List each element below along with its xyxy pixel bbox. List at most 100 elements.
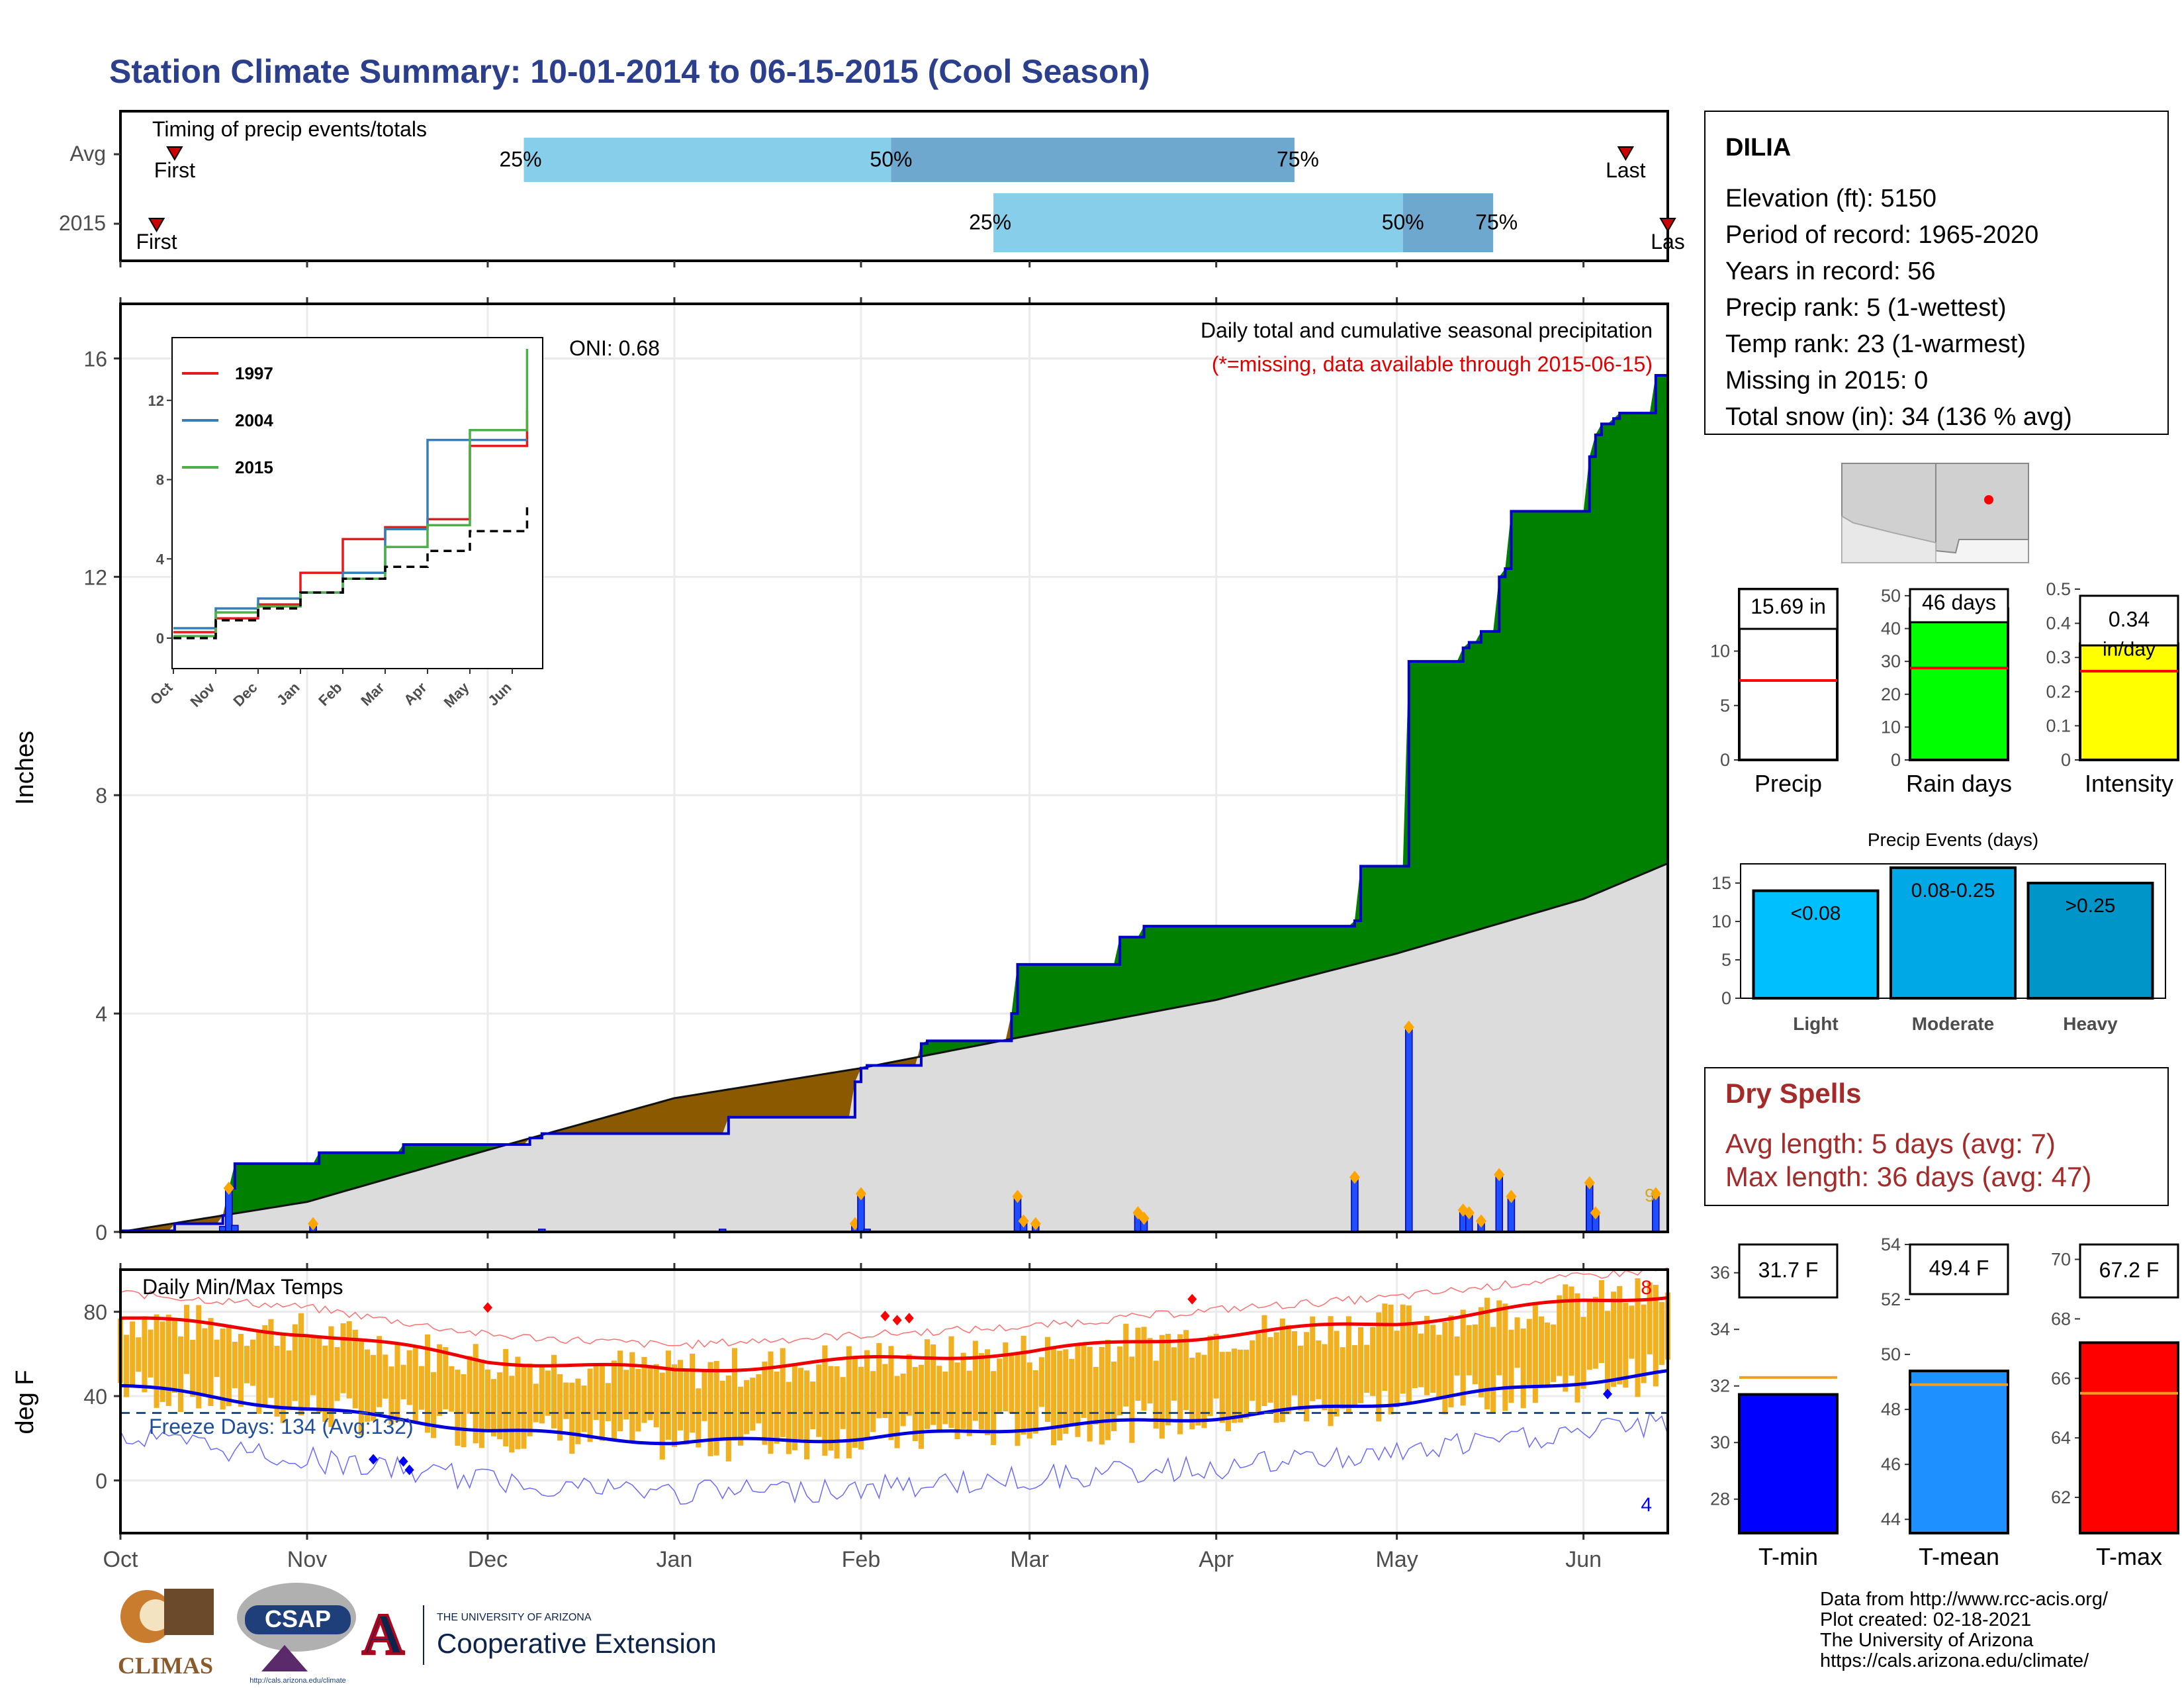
summary-category-label: Precip — [1754, 770, 1822, 797]
daily-temp-range-bar — [978, 1353, 984, 1430]
csap-logo: CSAP http://cals.arizona.edu/climate — [237, 1583, 356, 1685]
info-line: Elevation (ft): 5150 — [1725, 185, 1936, 212]
daily-precip-bar — [1405, 1026, 1413, 1233]
dry-spells-box: Dry Spells Avg length: 5 days (avg: 7) M… — [1704, 1067, 2169, 1206]
daily-temp-range-bar — [1472, 1324, 1478, 1385]
csap-url: http://cals.arizona.edu/climate — [250, 1677, 346, 1685]
temp-ylabel: deg F — [11, 1370, 39, 1434]
daily-temp-range-bar — [346, 1321, 352, 1399]
daily-temp-range-bar — [984, 1349, 991, 1436]
daily-temp-range-bar — [1087, 1346, 1093, 1442]
daily-temp-range-bar — [696, 1388, 702, 1448]
daily-temp-range-bar — [1545, 1322, 1551, 1386]
daily-temp-range-bar — [310, 1336, 316, 1395]
month-label: Oct — [103, 1547, 138, 1572]
daily-temp-range-bar — [1026, 1362, 1032, 1439]
daily-temp-range-bar — [1195, 1352, 1201, 1426]
source-line: Data from http://www.rcc-acis.org/ — [1820, 1589, 2109, 1610]
summary-category-label: T-min — [1758, 1543, 1818, 1570]
inset-legend-label-2015: 2015 — [235, 457, 273, 477]
daily-temp-range-bar — [1328, 1316, 1334, 1427]
summary-ytick-label: 50 — [1881, 1344, 1901, 1364]
daily-temp-range-bar — [1244, 1349, 1250, 1419]
summary-bar-t-max — [2079, 1341, 2179, 1535]
daily-temp-range-bar — [437, 1344, 443, 1416]
ua-small-text: THE UNIVERSITY OF ARIZONA — [437, 1612, 592, 1623]
daily-temp-range-bar — [918, 1364, 924, 1449]
ua-block-a: A — [362, 1603, 404, 1667]
climas-inner-shape — [140, 1599, 171, 1631]
daily-temp-range-bar — [864, 1350, 870, 1438]
record-high-marker — [880, 1311, 890, 1322]
daily-temp-range-bar — [750, 1378, 756, 1431]
daily-temp-range-bar — [274, 1346, 280, 1417]
daily-temp-range-bar — [756, 1374, 762, 1424]
daily-temp-range-bar — [509, 1376, 515, 1453]
summary-ytick-label: 54 — [1881, 1235, 1901, 1254]
events-title: Precip Events (days) — [1868, 829, 2038, 850]
summary-ytick-label: 30 — [1881, 651, 1901, 671]
month-label: May — [1376, 1547, 1418, 1572]
daily-temp-range-bar — [377, 1336, 383, 1407]
station-info-box: DILIA Elevation (ft): 5150 Period of rec… — [1704, 111, 2169, 435]
daily-temp-range-bar — [1009, 1354, 1015, 1414]
daily-temp-range-bar — [1051, 1348, 1057, 1446]
daily-temp-range-bar — [1563, 1284, 1569, 1392]
daily-temp-range-bar — [1617, 1286, 1623, 1385]
daily-temp-range-bar — [1105, 1339, 1111, 1440]
daily-temp-range-bar — [678, 1360, 684, 1430]
daily-temp-range-bar — [707, 1362, 713, 1456]
daily-temp-range-bar — [581, 1385, 587, 1432]
timing-bars: 25% 50% 75% First Last 25% 50% 75% First Las — [114, 138, 1685, 304]
daily-temp-range-bar — [1484, 1297, 1490, 1410]
daily-temp-range-bar — [737, 1386, 744, 1446]
daily-temp-range-bar — [876, 1342, 882, 1419]
record-high-marker — [904, 1313, 914, 1324]
daily-temp-range-bar — [1508, 1329, 1514, 1403]
summary-value-box — [1909, 588, 2009, 624]
snow-event-marker — [1650, 1187, 1661, 1201]
daily-temp-range-bar — [400, 1364, 406, 1399]
cumulative-2015-line — [120, 374, 1668, 1233]
daily-temp-range-bar — [256, 1330, 262, 1414]
summary-ytick-label: 5 — [1720, 696, 1730, 716]
daily-temp-range-bar — [605, 1383, 611, 1421]
daily-temp-range-bar — [232, 1341, 238, 1389]
daily-temp-range-bar — [1436, 1335, 1442, 1400]
summary-bar-rain-days — [1909, 607, 2009, 761]
summary-category-label: T-max — [2096, 1543, 2162, 1570]
daily-temp-range-bar — [587, 1368, 593, 1442]
avg-p50-label: 50% — [870, 148, 912, 171]
daily-temp-range-bar — [473, 1344, 478, 1444]
daily-temp-range-bar — [1659, 1301, 1664, 1365]
daily-temp-range-bar — [478, 1359, 484, 1448]
daily-temp-range-bar — [1177, 1334, 1183, 1434]
info-line: Years in record: 56 — [1725, 258, 1936, 285]
daily-temp-range-bar — [948, 1336, 954, 1429]
temp-background — [120, 1270, 1668, 1533]
summary-ytick-label: 68 — [2051, 1309, 2071, 1329]
daily-temp-range-bar — [340, 1323, 346, 1393]
daily-temp-range-bar — [774, 1372, 780, 1444]
daily-temp-range-bar — [822, 1345, 828, 1456]
daily-temp-range-bar — [1460, 1309, 1466, 1406]
daily-temp-range-bar — [744, 1380, 750, 1434]
summary-ytick-label: 48 — [1881, 1399, 1901, 1419]
summary-bar-intensity — [2079, 642, 2179, 761]
daily-temp-range-bar — [1250, 1340, 1255, 1401]
daily-temp-range-bar — [1424, 1315, 1430, 1395]
precip-note: (*=missing, data available through 2015-… — [1212, 352, 1653, 376]
events-ytick-label: 15 — [1711, 873, 1731, 893]
record-high-marker — [482, 1302, 492, 1313]
summary-ytick-label: 0.2 — [2046, 682, 2071, 702]
daily-temp-range-bar — [1099, 1346, 1105, 1445]
avg-p25-label: 25% — [499, 148, 541, 171]
snow-event-marker — [1506, 1190, 1517, 1203]
daily-temp-range-bar — [629, 1352, 635, 1444]
daily-temp-range-bar — [1635, 1278, 1641, 1397]
daily-temp-range-bar — [1069, 1358, 1075, 1425]
daily-temp-range-bar — [1358, 1327, 1364, 1403]
summary-ytick-label: 36 — [1710, 1263, 1730, 1283]
avg-bar-25-50 — [523, 138, 891, 182]
